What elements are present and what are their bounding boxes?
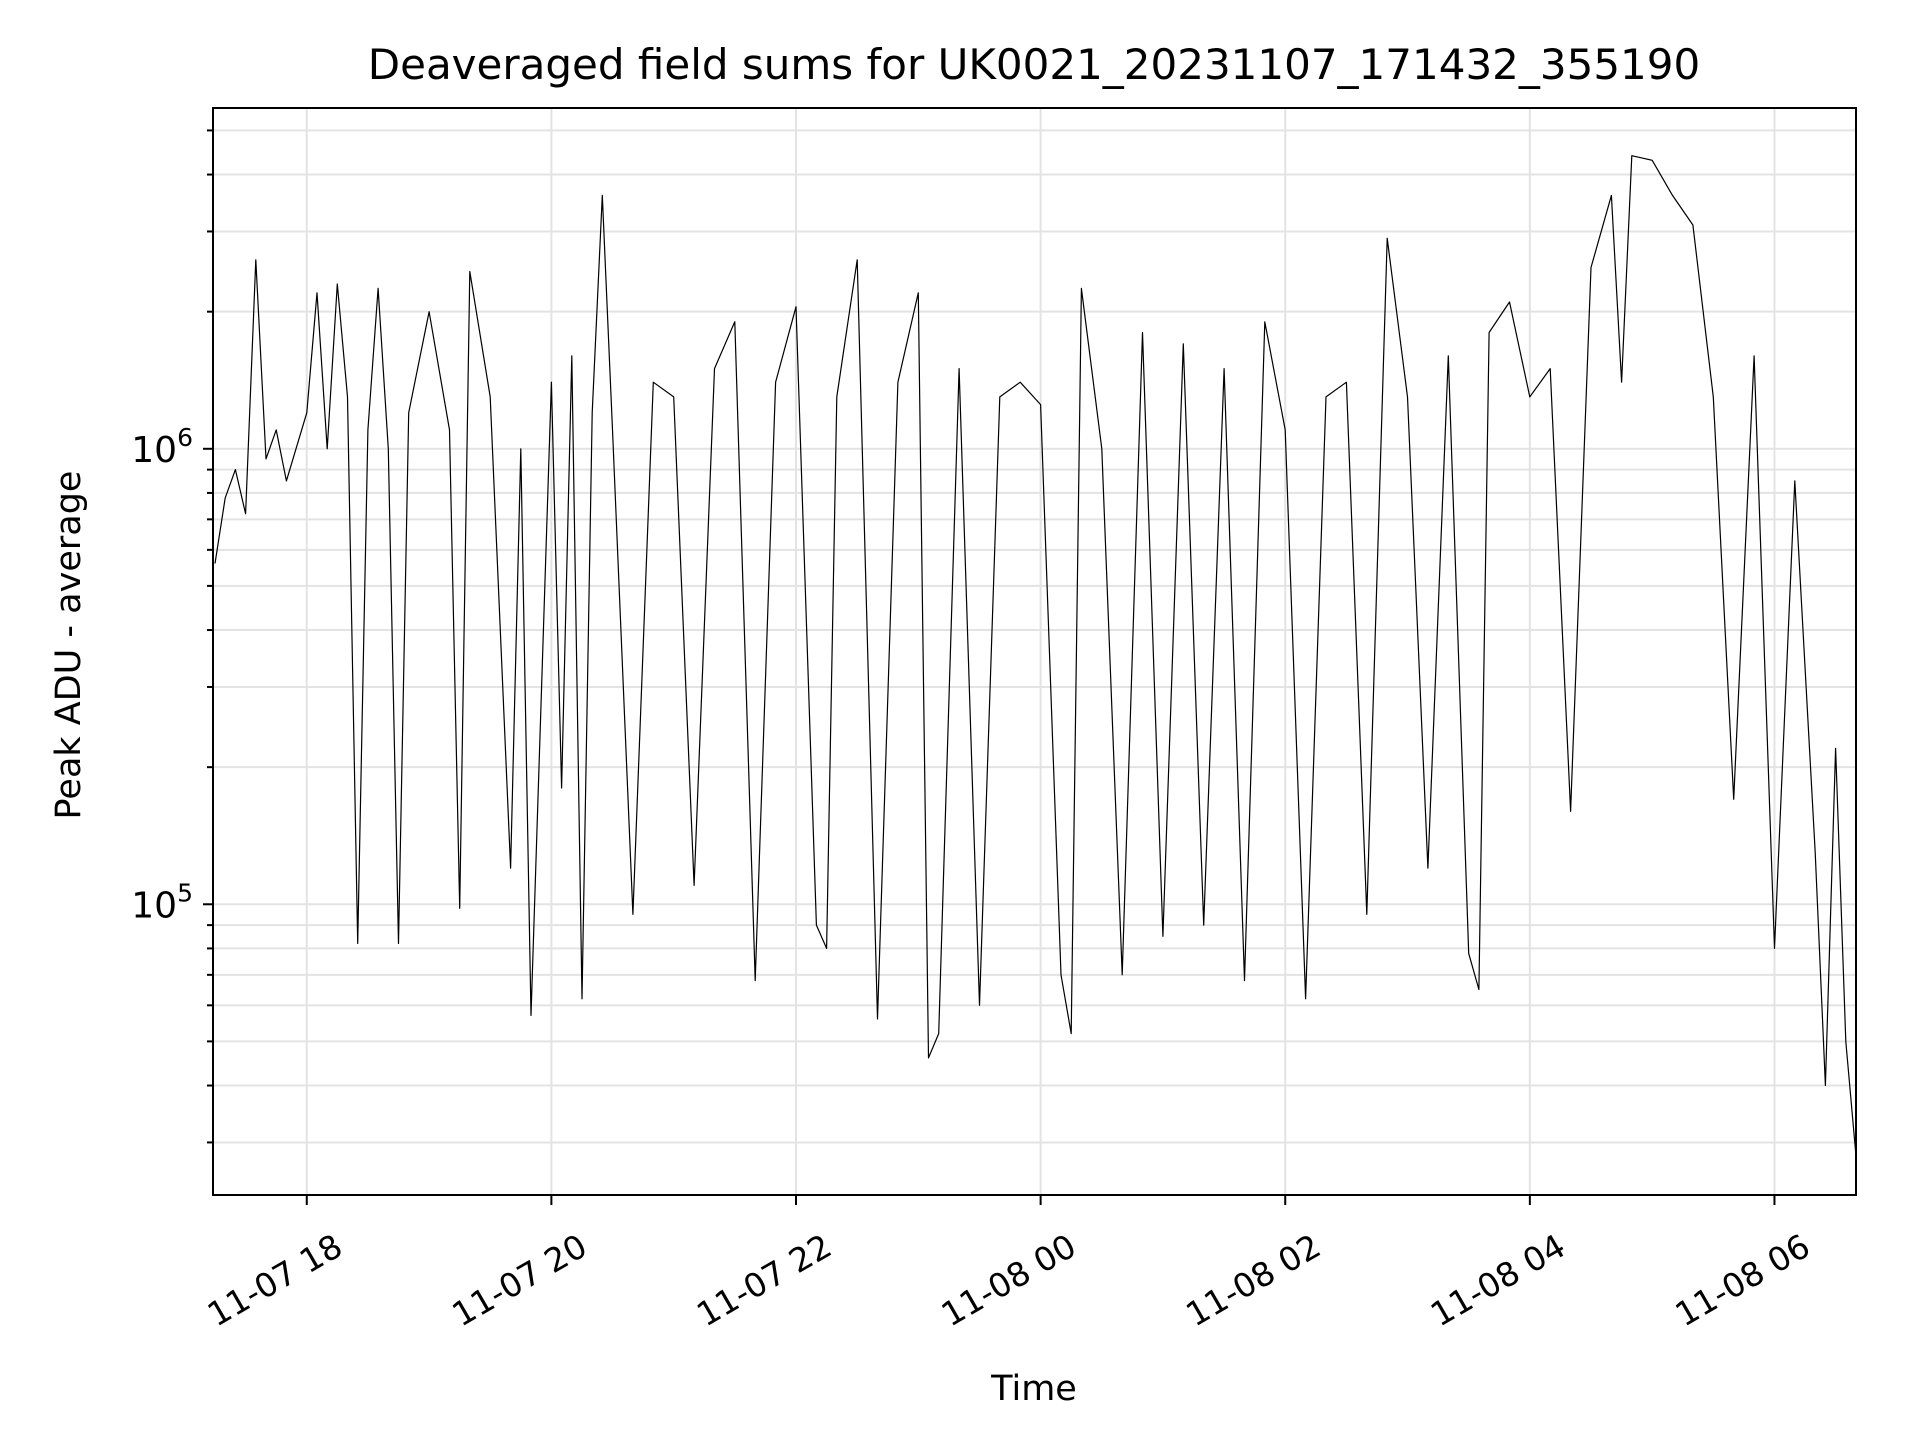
- y-tick-exponent: 5: [177, 878, 193, 907]
- x-axis-label: Time: [990, 1369, 1077, 1409]
- plot-frame: [212, 107, 1857, 1196]
- y-tick-base: 10: [131, 430, 177, 471]
- chart-title: Deaveraged field sums for UK0021_2023110…: [368, 40, 1700, 89]
- series-layer: [214, 155, 1857, 1157]
- grid: [213, 108, 1856, 1195]
- y-tick-base: 10: [131, 885, 177, 926]
- series-line: [214, 155, 1857, 1157]
- y-tick-label: 105: [131, 878, 193, 926]
- y-axis-label: Peak ADU - average: [49, 471, 89, 820]
- y-tick-label: 106: [131, 423, 193, 471]
- y-tick-exponent: 6: [177, 423, 193, 452]
